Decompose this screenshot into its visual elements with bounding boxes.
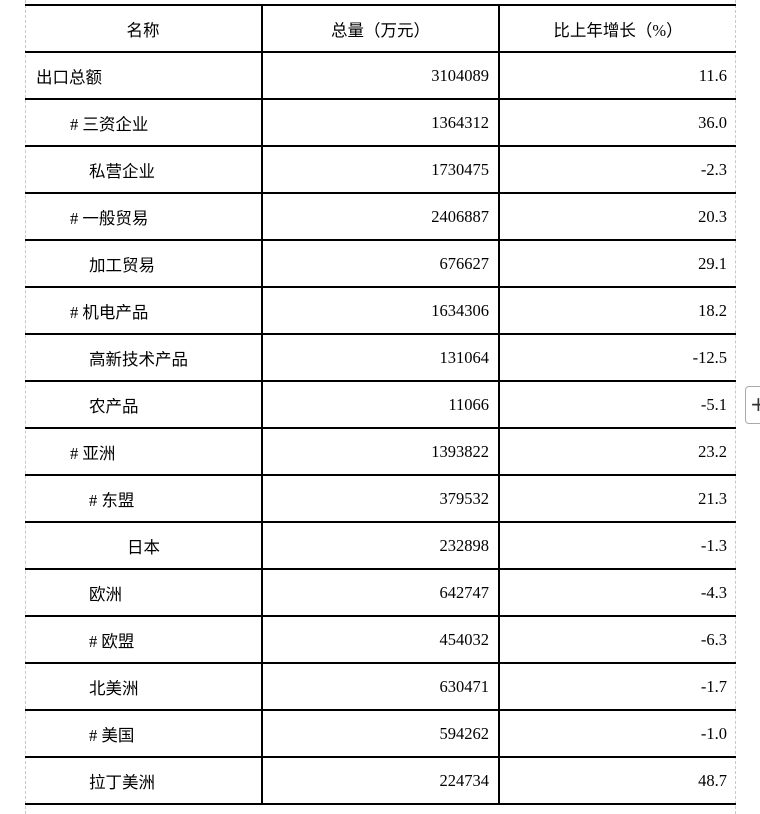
row-name: 高新技术产品 <box>25 333 262 382</box>
table-row: 加工贸易 676627 29.1 <box>25 239 736 288</box>
row-growth: -2.3 <box>498 145 736 194</box>
table-row: # 美国 594262 -1.0 <box>25 709 736 758</box>
table-row: 出口总额 3104089 11.6 <box>25 51 736 100</box>
row-growth: 48.7 <box>498 756 736 805</box>
table-row: 拉丁美洲 224734 48.7 <box>25 756 736 805</box>
row-growth: -6.3 <box>498 615 736 664</box>
row-name: # 一般贸易 <box>25 192 262 241</box>
row-total: 224734 <box>261 756 499 805</box>
row-total: 1393822 <box>261 427 499 476</box>
table-row: 农产品 11066 -5.1 <box>25 380 736 429</box>
table-row: # 一般贸易 2406887 20.3 <box>25 192 736 241</box>
row-total: 454032 <box>261 615 499 664</box>
export-table: 名称 总量（万元） 比上年增长（%） 出口总额 3104089 11.6 # 三资企业… <box>25 4 736 805</box>
row-name: # 美国 <box>25 709 262 758</box>
table-row: 高新技术产品 131064 -12.5 <box>25 333 736 382</box>
row-total: 11066 <box>261 380 499 429</box>
header-total: 总量（万元） <box>261 4 499 53</box>
row-total: 131064 <box>261 333 499 382</box>
table-row: 北美洲 630471 -1.7 <box>25 662 736 711</box>
row-name: # 欧盟 <box>25 615 262 664</box>
plus-icon[interactable]: + <box>745 386 760 424</box>
header-name: 名称 <box>25 4 262 53</box>
row-name: 私营企业 <box>25 145 262 194</box>
row-total: 594262 <box>261 709 499 758</box>
table-row: 欧洲 642747 -4.3 <box>25 568 736 617</box>
row-total: 1730475 <box>261 145 499 194</box>
row-name: 农产品 <box>25 380 262 429</box>
row-total: 642747 <box>261 568 499 617</box>
row-growth: 21.3 <box>498 474 736 523</box>
row-total: 3104089 <box>261 51 499 100</box>
table-row: 私营企业 1730475 -2.3 <box>25 145 736 194</box>
table-row: # 东盟 379532 21.3 <box>25 474 736 523</box>
row-growth: -4.3 <box>498 568 736 617</box>
row-name: 加工贸易 <box>25 239 262 288</box>
row-growth: 36.0 <box>498 98 736 147</box>
row-growth: -1.3 <box>498 521 736 570</box>
row-growth: -12.5 <box>498 333 736 382</box>
row-total: 630471 <box>261 662 499 711</box>
table-header-row: 名称 总量（万元） 比上年增长（%） <box>25 4 736 53</box>
row-growth: 29.1 <box>498 239 736 288</box>
table-row: # 欧盟 454032 -6.3 <box>25 615 736 664</box>
header-growth: 比上年增长（%） <box>498 4 736 53</box>
row-growth: 11.6 <box>498 51 736 100</box>
row-total: 1364312 <box>261 98 499 147</box>
row-total: 379532 <box>261 474 499 523</box>
row-name: 欧洲 <box>25 568 262 617</box>
row-name: 出口总额 <box>25 51 262 100</box>
row-total: 1634306 <box>261 286 499 335</box>
row-growth: -1.0 <box>498 709 736 758</box>
row-name: 北美洲 <box>25 662 262 711</box>
table-row: # 机电产品 1634306 18.2 <box>25 286 736 335</box>
row-total: 232898 <box>261 521 499 570</box>
row-name: # 东盟 <box>25 474 262 523</box>
row-name: # 三资企业 <box>25 98 262 147</box>
row-growth: 23.2 <box>498 427 736 476</box>
row-total: 676627 <box>261 239 499 288</box>
table-row: 日本 232898 -1.3 <box>25 521 736 570</box>
table-row: # 亚洲 1393822 23.2 <box>25 427 736 476</box>
row-growth: 20.3 <box>498 192 736 241</box>
row-name: 拉丁美洲 <box>25 756 262 805</box>
row-name: # 机电产品 <box>25 286 262 335</box>
table-row: # 三资企业 1364312 36.0 <box>25 98 736 147</box>
row-name: # 亚洲 <box>25 427 262 476</box>
row-growth: 18.2 <box>498 286 736 335</box>
row-total: 2406887 <box>261 192 499 241</box>
row-growth: -5.1 <box>498 380 736 429</box>
row-name: 日本 <box>25 521 262 570</box>
row-growth: -1.7 <box>498 662 736 711</box>
